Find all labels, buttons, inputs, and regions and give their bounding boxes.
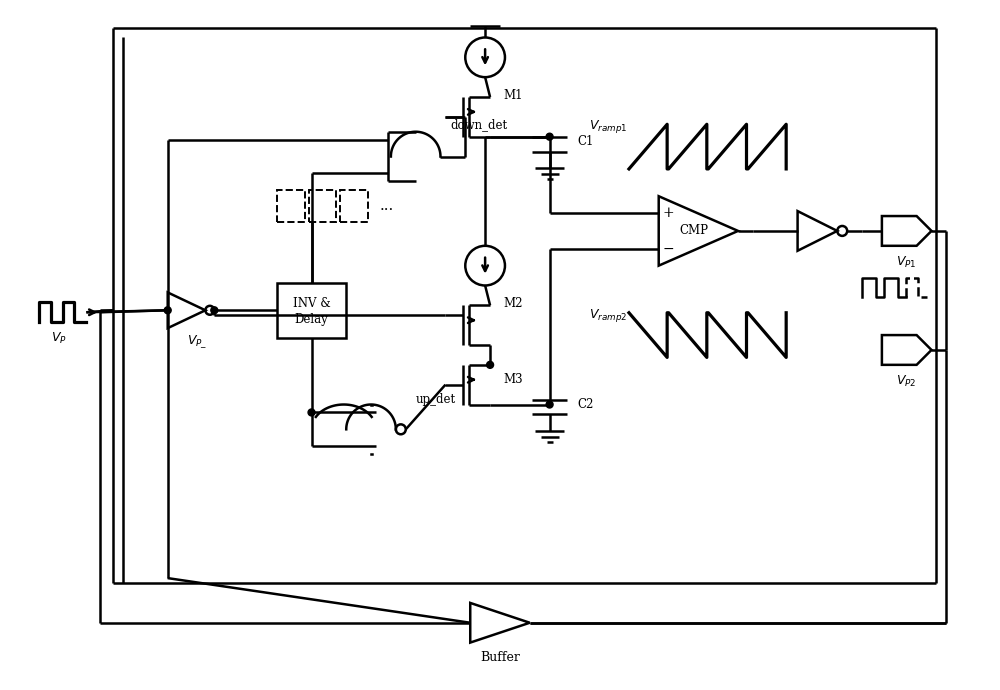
Text: C1: C1 [577, 135, 594, 148]
Polygon shape [882, 216, 931, 246]
Text: down_det: down_det [450, 118, 508, 131]
Text: Buffer: Buffer [480, 651, 520, 664]
Bar [277, 190, 305, 222]
Circle shape [546, 133, 553, 140]
Text: $V_{ramp2}$: $V_{ramp2}$ [589, 307, 627, 324]
Circle shape [546, 401, 553, 408]
Text: $V_{P2}$: $V_{P2}$ [896, 374, 917, 389]
Text: ...: ... [380, 199, 394, 213]
Circle shape [164, 307, 171, 314]
Polygon shape [882, 335, 931, 365]
Text: Delay: Delay [295, 313, 328, 326]
Text: up_det: up_det [416, 393, 456, 406]
Text: INV &: INV & [293, 297, 330, 310]
Text: CMP: CMP [679, 224, 708, 237]
Text: M1: M1 [503, 88, 522, 101]
Text: $V_P$: $V_P$ [51, 331, 66, 346]
Bar [309, 190, 336, 222]
Text: M3: M3 [503, 373, 523, 386]
Bar [277, 283, 346, 337]
Circle shape [211, 307, 218, 314]
Circle shape [308, 409, 315, 416]
Text: C2: C2 [577, 398, 594, 411]
Text: $V_{ramp1}$: $V_{ramp1}$ [589, 118, 628, 135]
Text: $V_{P1}$: $V_{P1}$ [896, 255, 917, 270]
Text: −: − [663, 241, 674, 256]
Text: M2: M2 [503, 297, 522, 310]
Bar [340, 190, 368, 222]
Text: +: + [663, 206, 674, 220]
Circle shape [487, 362, 494, 368]
Text: $V_{P\_}$: $V_{P\_}$ [187, 334, 208, 351]
